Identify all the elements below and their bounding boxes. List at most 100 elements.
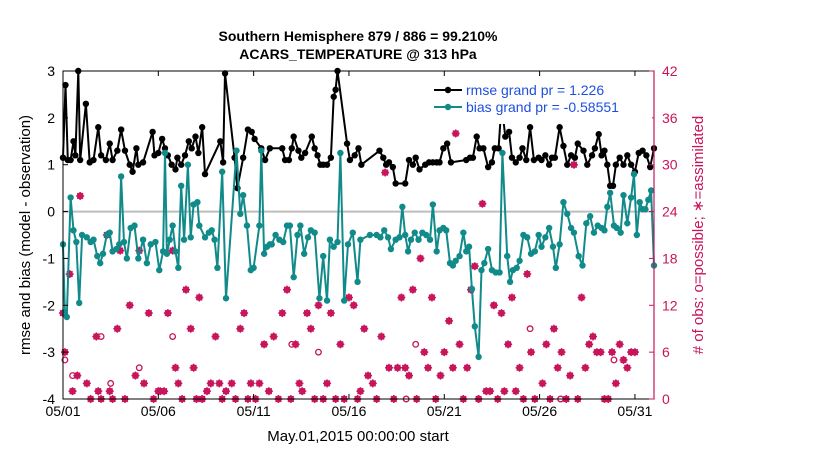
x-tick-label: 05/16 bbox=[331, 403, 366, 419]
bias-point bbox=[172, 248, 179, 255]
obs-possible-marker bbox=[577, 293, 586, 302]
obs-possible-marker bbox=[174, 379, 183, 388]
series-lines bbox=[59, 67, 658, 361]
rmse-point bbox=[117, 126, 125, 133]
rmse-point bbox=[288, 145, 295, 152]
bias-point bbox=[316, 295, 323, 302]
bias-point bbox=[63, 313, 71, 321]
rmse-point bbox=[639, 147, 646, 154]
bias-point bbox=[178, 182, 185, 189]
rmse-point bbox=[588, 152, 596, 159]
bias-point bbox=[161, 149, 169, 157]
bias-point bbox=[460, 229, 467, 236]
y-tick-label-left: -1 bbox=[43, 250, 56, 266]
rmse-point bbox=[591, 145, 599, 152]
obs-assimilated-stroke bbox=[106, 387, 114, 395]
obs-assimilated-stroke bbox=[256, 380, 263, 387]
y-tick-label-left: -4 bbox=[43, 391, 56, 407]
bias-point bbox=[481, 259, 488, 267]
bias-point bbox=[279, 238, 287, 246]
bias-point bbox=[243, 222, 251, 229]
bias-point bbox=[606, 189, 614, 197]
bias-point bbox=[152, 238, 159, 246]
rmse-point bbox=[135, 161, 142, 168]
bias-point bbox=[468, 285, 476, 293]
obs-assimilated-stroke bbox=[409, 286, 417, 293]
bias-point bbox=[330, 243, 337, 250]
obs-assimilated-stroke bbox=[195, 294, 203, 301]
obs-assimilated-stroke bbox=[428, 294, 436, 301]
rmse-point bbox=[126, 161, 133, 168]
bias-point bbox=[422, 231, 430, 239]
obs-assimilated-stroke bbox=[212, 333, 219, 340]
bias-point bbox=[341, 297, 348, 304]
y-tick-label-right: 6 bbox=[662, 344, 670, 360]
rmse-point bbox=[473, 133, 480, 140]
bias-point bbox=[139, 236, 147, 243]
bias-point bbox=[354, 278, 361, 286]
rmse-point bbox=[72, 152, 79, 159]
obs-possible-marker bbox=[283, 285, 292, 294]
obs-assimilated-stroke bbox=[527, 348, 535, 356]
y-tick-label-left: 0 bbox=[47, 204, 55, 220]
bias-point bbox=[407, 236, 415, 243]
rmse-point bbox=[516, 154, 523, 161]
rmse-point bbox=[416, 166, 423, 173]
obs-possible-marker bbox=[113, 324, 122, 333]
bias-point bbox=[484, 245, 492, 253]
obs-possible-marker bbox=[171, 363, 180, 372]
rmse-point bbox=[129, 168, 136, 175]
obs-possible-marker bbox=[381, 168, 390, 177]
bias-point bbox=[411, 229, 418, 236]
obs-assimilated-stroke bbox=[401, 364, 409, 372]
obs-possible-marker bbox=[569, 160, 578, 169]
obs-assimilated-stroke bbox=[378, 333, 385, 340]
obs-assimilated-stroke bbox=[164, 309, 172, 317]
bias-point bbox=[404, 248, 412, 255]
obs-assimilated-stroke bbox=[405, 372, 413, 379]
obs-possible-marker bbox=[523, 270, 532, 279]
obs-assimilated-stroke bbox=[228, 380, 236, 387]
rmse-point bbox=[178, 161, 185, 168]
bias-point bbox=[113, 245, 120, 253]
rmse-point bbox=[298, 154, 305, 161]
obs-assimilated-stroke bbox=[501, 387, 508, 395]
obs-assimilated-stroke bbox=[172, 364, 179, 372]
rmse-point bbox=[308, 133, 315, 140]
obs-possible-marker bbox=[163, 309, 172, 318]
obs-possible-marker bbox=[440, 348, 449, 357]
obs-possible-marker bbox=[349, 301, 358, 310]
bias-point bbox=[163, 250, 171, 257]
bias-point bbox=[268, 241, 275, 248]
obs-possible-marker bbox=[420, 348, 429, 357]
obs-possible-marker bbox=[585, 340, 594, 349]
bias-point bbox=[123, 255, 131, 262]
obs-only-possible-marker bbox=[490, 301, 498, 309]
obs-assimilated-stroke bbox=[369, 380, 377, 387]
x-tick-label: 05/01 bbox=[45, 403, 80, 419]
bias-point bbox=[627, 194, 635, 201]
obs-assimilated-stroke bbox=[76, 192, 84, 200]
obs-possible-marker bbox=[189, 363, 198, 372]
obs-only-possible-marker bbox=[315, 348, 322, 356]
obs-possible-marker bbox=[314, 301, 323, 310]
bias-point bbox=[387, 245, 395, 253]
obs-possible-marker bbox=[336, 340, 345, 349]
bias-point bbox=[475, 353, 482, 361]
obs-assimilated-stroke bbox=[516, 364, 523, 372]
rmse-point bbox=[102, 156, 110, 164]
rmse-point bbox=[392, 180, 399, 187]
rmse-point bbox=[584, 161, 591, 168]
obs-only-possible-marker bbox=[69, 372, 76, 380]
obs-only-possible-marker bbox=[97, 333, 105, 340]
bias-point bbox=[211, 236, 218, 243]
bias-point bbox=[237, 210, 244, 218]
y-tick-label-right: 24 bbox=[662, 204, 678, 220]
chart-subtitle: ACARS_TEMPERATURE @ 313 hPa bbox=[239, 46, 477, 62]
y-axis-label-left: rmse and bias (model - observation) bbox=[17, 115, 34, 355]
obs-possible-marker bbox=[306, 324, 315, 333]
obs-assimilated-stroke bbox=[303, 309, 311, 317]
y-tick-label-left: -3 bbox=[43, 344, 56, 360]
rmse-point bbox=[530, 156, 538, 164]
obs-possible-marker bbox=[222, 387, 231, 396]
